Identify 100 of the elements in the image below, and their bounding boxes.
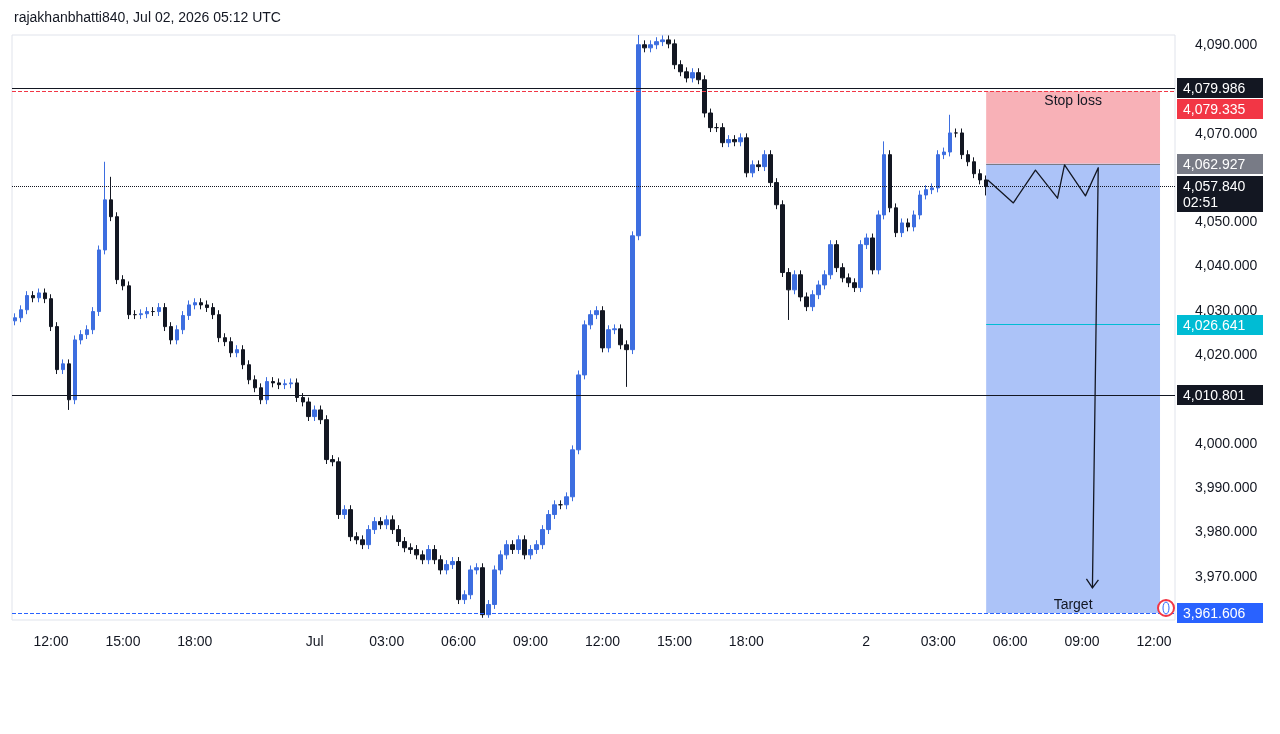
candlestick: [930, 182, 934, 195]
x-tick-label: 18:00: [177, 633, 213, 649]
candlestick: [19, 304, 23, 323]
candlestick: [966, 149, 970, 167]
candlestick: [163, 302, 167, 332]
x-tick-label: 06:00: [441, 633, 477, 649]
candlestick: [157, 302, 161, 317]
candlestick: [241, 344, 245, 370]
candlestick: [480, 562, 485, 619]
candlestick: [43, 288, 47, 304]
y-tick-label: 4,000.000: [1195, 434, 1258, 451]
x-tick-label: 09:00: [1064, 633, 1100, 649]
candlestick: [253, 374, 257, 393]
candlestick: [211, 302, 215, 320]
candlestick: [792, 269, 797, 295]
candlestick: [738, 132, 743, 147]
y-tick-label: 3,970.000: [1195, 567, 1258, 584]
candlestick: [103, 161, 107, 255]
candlestick: [277, 377, 281, 390]
candlestick: [73, 334, 77, 405]
candlestick: [936, 149, 940, 193]
y-tick-label: 4,090.000: [1195, 35, 1258, 52]
candlestick: [79, 329, 83, 345]
candlestick: [145, 306, 149, 319]
candlestick: [223, 332, 227, 347]
candlestick: [948, 114, 952, 157]
candlestick: [97, 245, 101, 317]
candlestick: [37, 288, 41, 303]
candlestick: [732, 134, 737, 147]
text: 02:51: [1183, 194, 1220, 211]
ref-line-label: 4,010.801: [1177, 384, 1263, 405]
candlestick: [193, 297, 197, 310]
candlestick: [726, 134, 731, 148]
candlestick: [642, 39, 647, 53]
x-tick-label: Jul: [305, 633, 324, 649]
x-tick-label: 09:00: [513, 633, 549, 649]
candlestick: [522, 534, 527, 560]
candlestick: [894, 202, 898, 238]
candlestick: [247, 359, 251, 385]
candlestick: [61, 358, 65, 375]
ref-line-label: 4,079.335: [1177, 99, 1263, 120]
y-tick-label: 4,070.000: [1195, 124, 1258, 141]
ref-line-label: 4,062.927: [1177, 153, 1263, 174]
candlestick: [516, 534, 521, 555]
y-tick-label: 4,020.000: [1195, 346, 1258, 363]
candlestick: [25, 290, 29, 315]
candlestick: [31, 290, 35, 303]
candlestick: [384, 514, 389, 530]
candlestick: [426, 544, 431, 565]
ref-line-label: 4,079.986: [1177, 78, 1263, 99]
x-tick-label: 12:00: [1136, 633, 1172, 649]
candlestick: [744, 132, 749, 178]
candlestick: [510, 539, 515, 555]
y-tick-label: 3,980.000: [1195, 523, 1258, 540]
x-tick-label: 2: [862, 633, 871, 649]
candlestick: [217, 309, 221, 343]
candlestick: [49, 293, 53, 332]
candlestick: [690, 67, 695, 83]
candlestick: [187, 299, 191, 321]
candlestick: [762, 149, 767, 172]
candlestick: [139, 308, 143, 320]
candlestick: [378, 516, 383, 530]
candlestick: [756, 159, 761, 172]
candlestick: [456, 556, 461, 605]
candlestick: [91, 306, 95, 335]
x-tick-label: 03:00: [369, 633, 405, 649]
y-tick-label: 3,990.000: [1195, 479, 1258, 496]
candlestick: [312, 405, 317, 422]
candlestick: [960, 128, 964, 160]
candlestick: [942, 147, 946, 160]
ref-line-label: 3,961.606: [1177, 602, 1263, 623]
candlestick: [912, 210, 916, 232]
x-tick-label: 15:00: [656, 633, 693, 649]
candlestick: [235, 344, 239, 358]
x-tick-label: 18:00: [728, 633, 765, 649]
candlestick: [115, 211, 119, 285]
x-tick-label: 12:00: [584, 633, 621, 649]
ref-line-label: 4,026.641: [1177, 314, 1263, 335]
x-tick-label: 06:00: [992, 633, 1028, 649]
candlestick: [283, 378, 287, 390]
candlestick: [978, 168, 982, 185]
candlestick: [205, 299, 209, 313]
candlestick: [265, 376, 269, 405]
candlestick: [55, 321, 59, 375]
candlestick: [199, 297, 203, 310]
candlestick: [85, 324, 89, 340]
candlestick: [169, 321, 173, 345]
y-tick-label: 4,040.000: [1195, 257, 1258, 274]
candlestick: [181, 310, 185, 335]
candlestick: [750, 159, 755, 178]
candlestick: [121, 274, 125, 291]
candlestick: [918, 190, 922, 220]
x-tick-label: 15:00: [105, 633, 141, 649]
candlestick: [229, 336, 233, 358]
candlestick: [906, 217, 910, 232]
band-label: Target: [1053, 595, 1093, 612]
x-tick-label: 12:00: [33, 633, 69, 649]
candlestick: [924, 184, 928, 200]
candlestick: [175, 324, 179, 345]
candlestick: [900, 217, 904, 238]
